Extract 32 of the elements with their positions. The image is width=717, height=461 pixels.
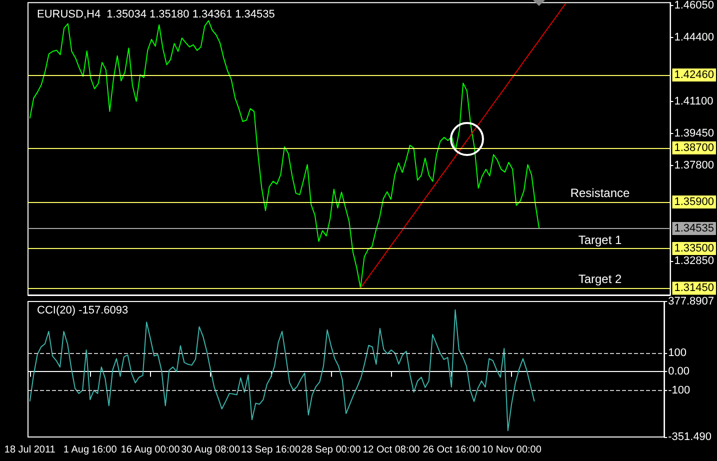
ref-line-label: 1.35900 [674, 196, 714, 208]
ref-line-label: 1.38700 [674, 142, 714, 154]
y-tick-label: -351.490 [668, 431, 712, 443]
annotation: Resistance [570, 186, 630, 200]
x-tick-label: 1 Aug 16:00 [63, 444, 118, 456]
y-tick-label: 1.39450 [674, 127, 714, 140]
y-tick-label: -100 [668, 384, 690, 396]
y-tick-label: 1.37800 [674, 159, 714, 172]
chart-title: CCI(20) -157.6093 [37, 304, 128, 316]
y-tick-label: 1.46050 [674, 0, 714, 12]
x-tick-label: 26 Oct 16:00 [422, 444, 481, 456]
annotation: Target 1 [578, 233, 622, 247]
ref-line-label: 1.31450 [674, 282, 714, 294]
y-tick-label: 1.44400 [674, 31, 714, 44]
x-tick-label: 30 Aug 08:00 [181, 444, 240, 456]
y-tick-label: 0.00 [668, 366, 690, 378]
x-tick-label: 18 Jul 2011 [4, 444, 56, 456]
y-tick-label: 1.32850 [674, 255, 714, 268]
ref-line-label: 1.34535 [674, 222, 714, 234]
x-tick-label: 12 Oct 08:00 [362, 444, 420, 456]
text: EURUSD,H4 1.35034 1.35180 1.34361 1.34535 [37, 8, 275, 20]
y-tick-label: 1.41100 [674, 95, 714, 108]
x-tick-label: 13 Sep 16:00 [241, 444, 301, 456]
y-tick-label: 100 [668, 347, 686, 360]
annotation: Target 2 [578, 272, 622, 286]
x-tick-label: 10 Nov 00:00 [482, 444, 542, 456]
ref-line-label: 1.42460 [674, 69, 714, 82]
x-tick-label: 16 Aug 00:00 [120, 444, 180, 456]
ref-line-label: 1.33500 [674, 242, 714, 255]
line-series [29, 20, 540, 289]
x-tick-label: 28 Sep 00:00 [301, 444, 362, 456]
y-tick-label: 377.8907 [668, 296, 714, 308]
